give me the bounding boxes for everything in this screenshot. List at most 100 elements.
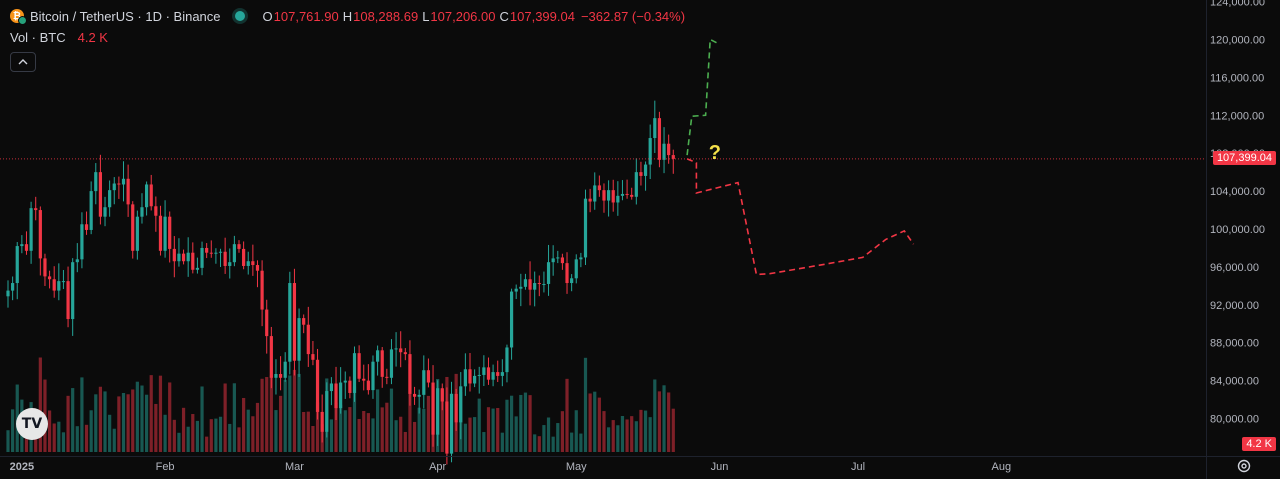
candle-body	[343, 380, 347, 383]
chevron-up-icon	[18, 59, 28, 65]
candle-body	[315, 359, 320, 412]
candle-body	[491, 372, 495, 380]
candle-body	[625, 193, 629, 195]
candle-body	[422, 370, 426, 395]
candle-body	[131, 204, 135, 251]
time-tick-label: Jun	[711, 461, 729, 473]
candle-body	[168, 216, 172, 249]
time-tick-label: Jul	[851, 461, 865, 473]
volume-bar	[103, 391, 107, 452]
volume-bar	[542, 425, 546, 452]
volume-bar	[491, 408, 495, 452]
volume-bar	[11, 409, 15, 452]
price-tick-label: 120,000.00	[1210, 34, 1265, 46]
volume-bar	[657, 391, 662, 452]
ohlc-low-label: L	[422, 8, 430, 24]
candle-body	[616, 195, 620, 203]
volume-bar	[163, 414, 167, 452]
candle-body	[653, 118, 657, 139]
volume-bar	[200, 386, 204, 452]
volume-bar	[588, 393, 592, 452]
candle-body	[509, 291, 514, 348]
volume-bar	[343, 410, 347, 452]
candle-body	[486, 367, 491, 380]
volume-bar	[523, 392, 528, 452]
market-status-dot-icon[interactable]	[234, 11, 245, 21]
volume-bar	[412, 421, 417, 452]
candle-body	[117, 183, 121, 185]
candle-body	[302, 318, 306, 325]
volume-bar	[546, 417, 551, 452]
price-change: −362.87 (−0.34%)	[580, 8, 686, 24]
volume-bar	[237, 427, 241, 452]
projection-paths: ?	[686, 38, 915, 276]
volume-bar	[463, 423, 467, 452]
volume-bar	[366, 413, 370, 452]
candle-body	[172, 248, 176, 262]
candle-body	[463, 369, 467, 387]
candle-body	[454, 393, 458, 423]
volume-bar	[75, 426, 79, 452]
candle-body	[251, 261, 255, 266]
volume-legend[interactable]: Vol · BTC 4.2 K	[10, 30, 108, 45]
candle-body	[565, 263, 569, 284]
symbol-title[interactable]: Bitcoin / TetherUS · 1D · Binance	[30, 8, 221, 24]
time-tick-label: Apr	[429, 461, 446, 473]
volume-bar	[593, 391, 597, 452]
candle-body	[103, 207, 107, 217]
volume-bar	[551, 436, 555, 452]
candle-body	[556, 257, 560, 259]
volume-bar	[389, 388, 394, 452]
volume-bar	[98, 386, 102, 452]
volume-bar	[242, 397, 246, 452]
volume-bar	[634, 421, 638, 452]
volume-bar	[52, 423, 56, 452]
candle-body	[43, 258, 47, 277]
candle-body	[639, 172, 643, 176]
candle-body	[140, 207, 144, 217]
volume-bar	[260, 378, 264, 452]
candle-body	[436, 388, 440, 435]
candle-body	[357, 353, 361, 379]
bitcoin-icon: ₿	[10, 9, 27, 25]
candle-body	[205, 247, 209, 253]
chart-settings-button[interactable]	[1236, 458, 1252, 474]
candle-body	[15, 246, 19, 284]
candle-body	[399, 348, 403, 353]
price-tick-label: 80,000.00	[1210, 414, 1259, 426]
candle-body	[269, 336, 273, 378]
candle-body	[191, 252, 195, 270]
volume-bar	[583, 357, 588, 452]
volume-bar	[403, 431, 407, 452]
volume-bar	[408, 363, 412, 452]
volume-bar	[570, 432, 574, 452]
volume-bar	[223, 383, 227, 452]
candle-body	[94, 172, 98, 192]
volume-bar	[306, 411, 310, 452]
volume-bar	[191, 414, 195, 452]
candle-body	[468, 369, 472, 384]
candle-body	[246, 261, 250, 266]
volume-bar	[352, 386, 357, 452]
volume-bar	[126, 394, 130, 452]
candle-body	[380, 350, 384, 377]
candle-body	[61, 281, 66, 283]
candle-body	[560, 257, 564, 264]
volume-bar	[473, 417, 477, 452]
symbol-legend[interactable]: ₿ Bitcoin / TetherUS · 1D · Binance O 107…	[10, 6, 685, 26]
candle-body	[71, 262, 75, 320]
volume-bar	[399, 416, 403, 452]
candle-body	[643, 164, 648, 176]
volume-bar	[611, 420, 615, 452]
candle-body	[620, 193, 625, 196]
collapse-legend-button[interactable]	[10, 52, 36, 72]
candle-body	[255, 265, 260, 271]
volume-bar	[339, 404, 343, 452]
projection-down-path	[686, 158, 915, 276]
current-price-badge: 107,399.04	[1212, 150, 1276, 165]
candle-body	[214, 252, 218, 254]
candle-body	[583, 198, 588, 258]
candle-body	[112, 183, 116, 191]
tradingview-logo[interactable]: TV	[16, 408, 48, 440]
